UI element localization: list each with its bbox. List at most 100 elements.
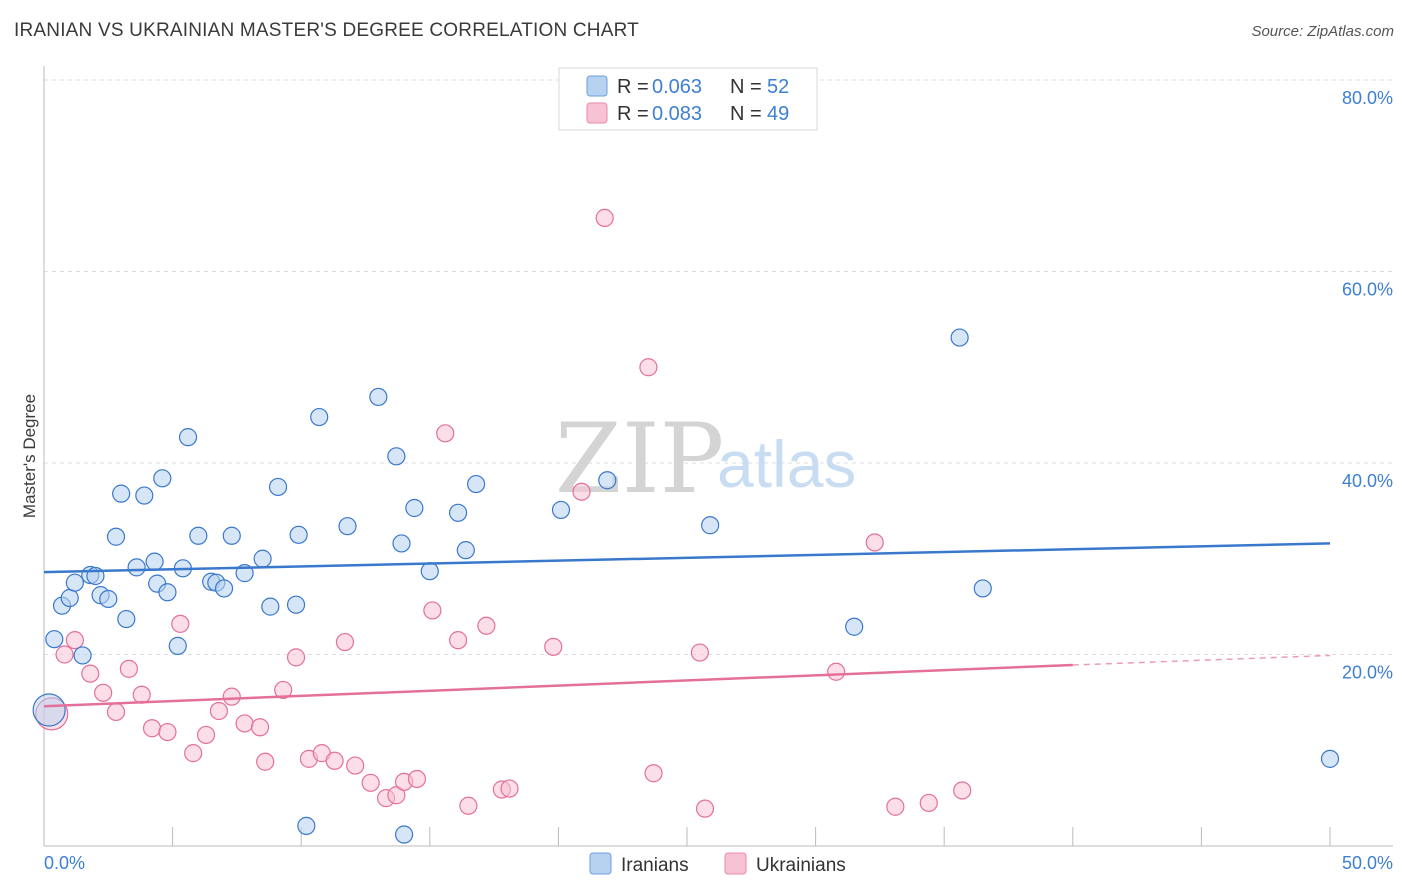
y-axis-label: Master's Degree [20,394,39,518]
ukrainians-point [235,714,254,733]
iranians-point [1320,749,1340,768]
ukrainians-point [865,533,884,552]
iranians-point [286,595,306,614]
ukrainians-points [35,208,972,818]
iranians-point [338,517,357,536]
ukrainians-point [595,208,614,227]
ukrainians-point [335,632,355,652]
legend-n-label-iranians: N = [730,76,762,98]
ukrainians-point [274,680,293,700]
iranians-point [551,500,571,520]
ukrainians-point [387,786,406,805]
ukrainians-point [346,756,365,775]
ukrainians-point [423,601,442,620]
bottom-legend-label-ukrainians: Ukrainians [756,855,846,876]
iranians-point [456,541,475,560]
iranians-point [222,526,241,545]
ukrainians-point [81,664,100,683]
ukrainians-point [94,683,113,702]
y-tick-label: 80.0% [1342,88,1393,108]
ukrainians-point [886,797,905,816]
ukrainians-point [639,358,658,377]
legend: R = 0.063 N = 52 R = 0.083 N = 49 [558,67,818,131]
iranians-point [168,636,187,655]
iranians-point [32,693,66,727]
iranians-point [145,552,164,571]
trend-lines [43,542,1331,708]
ukrainians-trend-line [43,663,1073,708]
iranians-point [466,474,486,494]
ukrainians-point [953,781,972,800]
x-tick-label-min: 0.0% [44,853,85,873]
legend-r-label-iranians: R = [617,76,649,98]
iranians-point [106,527,126,546]
iranians-point [112,484,131,503]
legend-swatch-iranians [586,75,608,97]
ukrainians-point [106,702,126,722]
ukrainians-point [644,764,663,783]
iranians-point [268,477,288,497]
iranians-point [261,597,280,616]
iranians-point [127,558,146,577]
ukrainians-trend-extension [1072,654,1331,666]
legend-n-value-ukrainians: 49 [767,103,789,125]
ukrainians-point [256,752,275,771]
y-tick-labels: 20.0% 40.0% 60.0% 80.0% [1342,88,1393,683]
ukrainians-point [436,424,455,443]
iranians-point [178,428,198,447]
ukrainians-point [184,744,203,763]
x-tick-label-max: 50.0% [1342,853,1393,873]
legend-r-value-iranians: 0.063 [652,76,702,98]
iranians-point [701,516,720,535]
ukrainians-point [544,637,563,656]
iranians-point [45,630,64,649]
iranians-point [117,609,136,629]
ukrainians-point [572,482,591,501]
iranians-trend-line [43,542,1331,574]
ukrainians-point [250,718,270,737]
ukrainians-point [142,719,162,738]
ukrainians-point [196,725,216,745]
iranians-point [297,816,316,835]
iranians-point [405,498,424,518]
bottom-legend-swatch-iranians [589,852,612,875]
iranians-point [369,387,388,407]
ukrainians-point [407,769,427,789]
bottom-legend-label-iranians: Iranians [621,855,689,876]
ukrainians-point [500,779,519,798]
legend-swatch-ukrainians [586,102,608,124]
iranians-point [598,471,617,490]
ukrainians-point [65,631,84,650]
ukrainians-point [286,648,306,667]
iranians-point [394,825,414,844]
iranians-point [189,526,208,545]
legend-n-value-iranians: 52 [767,76,789,98]
ukrainians-point [119,659,138,678]
watermark-atlas: atlas [717,427,856,501]
ukrainians-point [132,685,151,704]
ukrainians-point [919,793,938,813]
iranians-point [60,588,79,608]
iranians-point [65,573,84,592]
iranians-point [950,328,969,347]
y-tick-label: 20.0% [1342,663,1393,683]
iranians-point [153,469,172,488]
iranians-point [420,562,439,581]
y-tick-label: 60.0% [1342,280,1393,300]
iranians-point [158,583,177,602]
ukrainians-point [55,645,74,664]
ukrainians-point [459,796,478,815]
ukrainians-point [477,616,496,635]
ukrainians-point [222,687,241,706]
iranians-point [135,486,154,505]
iranians-point [289,525,308,544]
iranians-point [73,646,92,665]
ukrainians-point [361,773,380,792]
iranians-point [387,447,406,466]
iranians-point [253,549,272,568]
ukrainians-point [171,614,190,633]
ukrainians-point [827,662,846,681]
ukrainians-point [690,643,709,662]
source-credit: Source: ZipAtlas.com [1251,23,1394,40]
